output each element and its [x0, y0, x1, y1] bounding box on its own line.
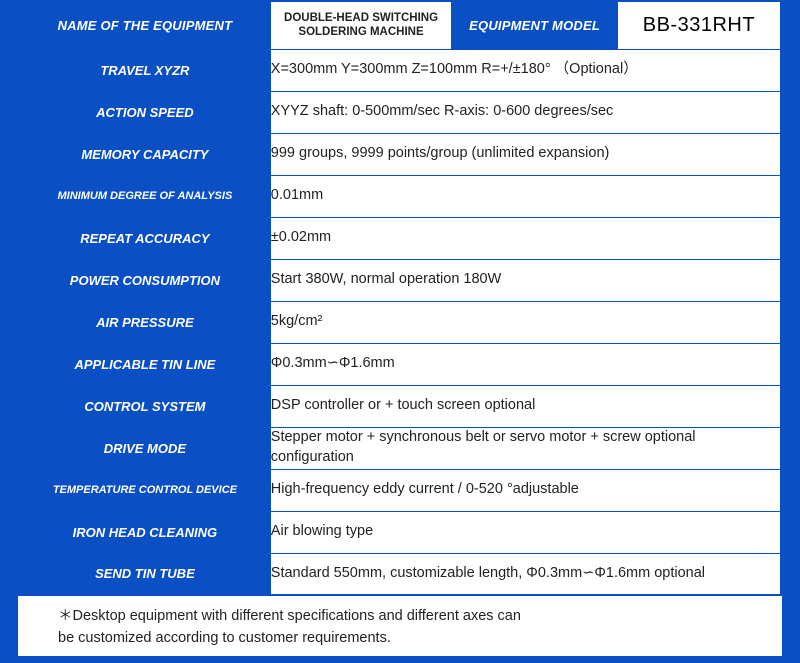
row-label: REPEAT ACCURACY: [19, 217, 270, 259]
table-row: REPEAT ACCURACY±0.02mm: [19, 217, 781, 259]
row-label: CONTROL SYSTEM: [19, 385, 270, 427]
row-label: MINIMUM DEGREE OF ANALYSIS: [19, 175, 270, 217]
table-row: APPLICABLE TIN LINEΦ0.3mm∽Φ1.6mm: [19, 343, 781, 385]
row-value: Stepper motor + synchronous belt or serv…: [270, 427, 781, 469]
footnote: ＊Desktop equipment with different specif…: [18, 596, 782, 650]
name-value: DOUBLE-HEAD SWITCHING SOLDERING MACHINE: [270, 1, 451, 49]
table-row: AIR PRESSURE5kg/cm²: [19, 301, 781, 343]
row-label: TEMPERATURE CONTROL DEVICE: [19, 469, 270, 511]
model-label: EQUIPMENT MODEL: [452, 1, 618, 49]
row-value: ±0.02mm: [270, 217, 781, 259]
row-value: High-frequency eddy current / 0-520 °adj…: [270, 469, 781, 511]
row-value: Air blowing type: [270, 511, 781, 553]
table-row: TEMPERATURE CONTROL DEVICEHigh-frequency…: [19, 469, 781, 511]
table-row: CONTROL SYSTEMDSP controller or + touch …: [19, 385, 781, 427]
header-row: NAME OF THE EQUIPMENT DOUBLE-HEAD SWITCH…: [19, 1, 781, 49]
footer-wrap: ＊Desktop equipment with different specif…: [18, 596, 782, 656]
table-row: MEMORY CAPACITY999 groups, 9999 points/g…: [19, 133, 781, 175]
row-label: DRIVE MODE: [19, 427, 270, 469]
row-value: Start 380W, normal operation 180W: [270, 259, 781, 301]
row-label: APPLICABLE TIN LINE: [19, 343, 270, 385]
row-label: AIR PRESSURE: [19, 301, 270, 343]
row-label: TRAVEL XYZR: [19, 49, 270, 91]
row-label: SEND TIN TUBE: [19, 553, 270, 595]
name-label: NAME OF THE EQUIPMENT: [19, 1, 270, 49]
row-value: XYYZ shaft: 0-500mm/sec R-axis: 0-600 de…: [270, 91, 781, 133]
row-value: 0.01mm: [270, 175, 781, 217]
table-row: TRAVEL XYZRX=300mm Y=300mm Z=100mm R=+/±…: [19, 49, 781, 91]
row-label: MEMORY CAPACITY: [19, 133, 270, 175]
table-row: IRON HEAD CLEANINGAir blowing type: [19, 511, 781, 553]
row-value: DSP controller or + touch screen optiona…: [270, 385, 781, 427]
row-value: Standard 550mm, customizable length, Φ0.…: [270, 553, 781, 595]
row-value: 999 groups, 9999 points/group (unlimited…: [270, 133, 781, 175]
model-value: BB-331RHT: [617, 1, 781, 49]
table-row: MINIMUM DEGREE OF ANALYSIS0.01mm: [19, 175, 781, 217]
table-row: ACTION SPEEDXYYZ shaft: 0-500mm/sec R-ax…: [19, 91, 781, 133]
row-value: X=300mm Y=300mm Z=100mm R=+/±180° （Optio…: [270, 49, 781, 91]
row-label: POWER CONSUMPTION: [19, 259, 270, 301]
table-row: SEND TIN TUBEStandard 550mm, customizabl…: [19, 553, 781, 595]
table-row: DRIVE MODEStepper motor + synchronous be…: [19, 427, 781, 469]
row-label: ACTION SPEED: [19, 91, 270, 133]
table-row: POWER CONSUMPTIONStart 380W, normal oper…: [19, 259, 781, 301]
spec-table: NAME OF THE EQUIPMENT DOUBLE-HEAD SWITCH…: [18, 0, 782, 596]
row-value: 5kg/cm²: [270, 301, 781, 343]
row-value: Φ0.3mm∽Φ1.6mm: [270, 343, 781, 385]
row-label: IRON HEAD CLEANING: [19, 511, 270, 553]
